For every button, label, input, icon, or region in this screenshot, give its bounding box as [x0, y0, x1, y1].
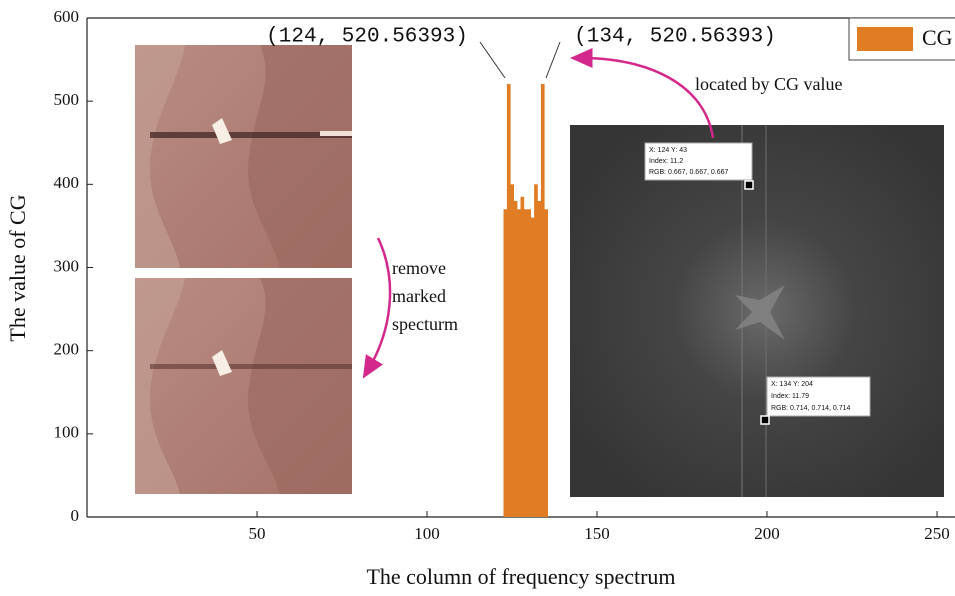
cursor-label: RGB: 0.667, 0.667, 0.667: [649, 169, 728, 176]
bar: [530, 217, 535, 517]
x-axis-label: The column of frequency spectrum: [366, 564, 675, 589]
y-tick-label: 600: [54, 7, 80, 26]
annotation: remove: [392, 258, 446, 278]
y-tick-label: 300: [54, 256, 80, 275]
x-tick-label: 250: [924, 524, 950, 543]
legend-label: CG: [922, 25, 953, 50]
legend-swatch: [857, 27, 913, 51]
cursor-label: Index: 11.2: [649, 158, 683, 165]
bar: [517, 209, 521, 518]
bar: [540, 84, 545, 517]
annotation: specturm: [392, 314, 458, 334]
bar: [506, 84, 511, 517]
annotation: located by CG value: [695, 74, 842, 94]
y-axis-label: The value of CG: [5, 194, 30, 341]
cursor-box: [766, 376, 871, 417]
bar: [513, 200, 518, 517]
cursor-box: [644, 142, 753, 181]
x-tick-label: 150: [584, 524, 610, 543]
cursor-marker: [760, 415, 770, 425]
annotation: marked: [392, 286, 446, 306]
annotation: (124, 520.56393): [266, 26, 468, 49]
bar: [527, 209, 531, 518]
cursor-label: X: 124 Y: 43: [649, 147, 687, 154]
leader-line: [479, 41, 506, 79]
x-tick-label: 50: [249, 524, 266, 543]
cursor-label: Index: 11.79: [771, 393, 809, 400]
bar: [520, 196, 525, 517]
cursor-label: X: 134 Y: 204: [771, 381, 813, 388]
cursor-label: RGB: 0.714, 0.714, 0.714: [771, 405, 850, 412]
legend: CG: [848, 17, 955, 61]
cursor-marker: [744, 180, 754, 190]
arrow: [570, 48, 715, 139]
y-tick-label: 500: [54, 90, 80, 109]
annotation: (134, 520.56393): [574, 26, 776, 49]
arrow: [362, 237, 392, 379]
afm-image-bottom: [135, 278, 352, 494]
y-tick-label: 200: [54, 340, 80, 359]
bar: [503, 209, 508, 518]
fft-image: [570, 125, 944, 497]
y-tick-label: 400: [54, 173, 80, 192]
bar: [544, 209, 548, 518]
y-tick-label: 100: [54, 423, 80, 442]
leader-line: [545, 41, 561, 79]
bar: [537, 200, 542, 517]
x-tick-label: 100: [414, 524, 440, 543]
y-tick-label: 0: [71, 506, 80, 525]
x-tick-label: 200: [754, 524, 780, 543]
bar: [510, 184, 514, 518]
bar: [534, 184, 538, 518]
afm-image-top: [135, 45, 352, 268]
bar: [523, 209, 528, 518]
